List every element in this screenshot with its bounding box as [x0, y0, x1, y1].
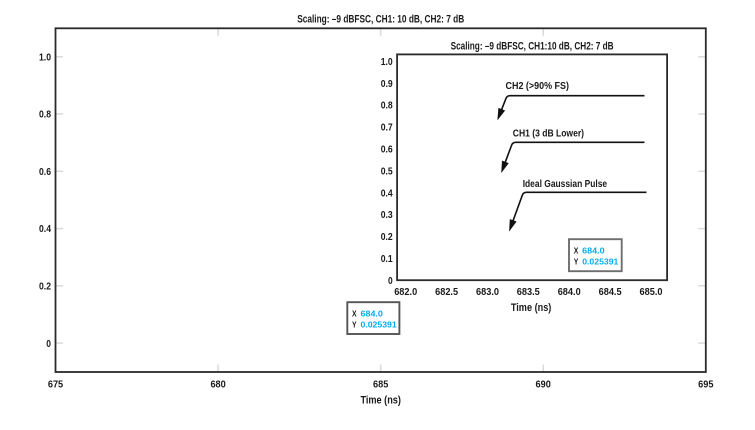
svg-text:1.0: 1.0 — [381, 57, 393, 68]
svg-text:Ideal Gaussian Pulse: Ideal Gaussian Pulse — [523, 179, 608, 190]
svg-text:0.4: 0.4 — [381, 188, 393, 199]
svg-text:0.8: 0.8 — [39, 110, 51, 121]
svg-text:0.8: 0.8 — [381, 101, 393, 112]
svg-text:X: X — [574, 245, 579, 255]
svg-text:Y: Y — [352, 320, 357, 330]
svg-text:0.9: 0.9 — [381, 79, 393, 90]
svg-text:0.025391: 0.025391 — [361, 320, 397, 330]
svg-text:Time (ns): Time (ns) — [360, 395, 401, 407]
svg-text:0.5: 0.5 — [381, 166, 393, 177]
svg-text:0.3: 0.3 — [381, 210, 393, 221]
svg-text:0.6: 0.6 — [381, 145, 393, 156]
svg-text:685: 685 — [373, 380, 389, 391]
svg-text:680: 680 — [210, 380, 226, 391]
svg-text:0.7: 0.7 — [381, 123, 393, 134]
svg-text:684.0: 684.0 — [361, 308, 384, 318]
svg-text:CH2 (>90% FS): CH2 (>90% FS) — [506, 81, 570, 92]
svg-text:0.2: 0.2 — [39, 282, 51, 293]
svg-text:Time (ns): Time (ns) — [511, 302, 552, 314]
svg-text:Y: Y — [574, 257, 579, 267]
svg-text:0.2: 0.2 — [381, 232, 393, 243]
svg-text:684.0: 684.0 — [558, 287, 581, 298]
svg-text:675: 675 — [48, 380, 64, 391]
svg-text:682.5: 682.5 — [435, 287, 458, 298]
svg-text:690: 690 — [536, 380, 552, 391]
svg-text:684.0: 684.0 — [582, 245, 605, 255]
svg-text:682.0: 682.0 — [394, 287, 417, 298]
svg-text:Scaling: –9 dBFSC, CH1:10 dB,: Scaling: –9 dBFSC, CH1:10 dB, CH2: 7 dB — [451, 40, 614, 52]
svg-text:683.0: 683.0 — [476, 287, 499, 298]
svg-text:1.0: 1.0 — [39, 52, 51, 63]
svg-text:0.4: 0.4 — [39, 224, 51, 235]
svg-text:0: 0 — [388, 276, 393, 287]
svg-text:X: X — [352, 308, 357, 318]
svg-text:CH1 (3 dB Lower): CH1 (3 dB Lower) — [513, 128, 584, 139]
svg-text:0.025391: 0.025391 — [582, 257, 618, 267]
svg-text:695: 695 — [698, 380, 714, 391]
svg-text:685.0: 685.0 — [640, 287, 663, 298]
svg-text:0.1: 0.1 — [381, 254, 393, 265]
svg-text:683.5: 683.5 — [517, 287, 540, 298]
svg-text:0: 0 — [46, 339, 51, 350]
svg-text:684.5: 684.5 — [599, 287, 622, 298]
svg-text:Scaling: –9 dBFSC, CH1: 10 dB,: Scaling: –9 dBFSC, CH1: 10 dB, CH2: 7 dB — [297, 13, 464, 25]
svg-text:0.6: 0.6 — [39, 167, 51, 178]
